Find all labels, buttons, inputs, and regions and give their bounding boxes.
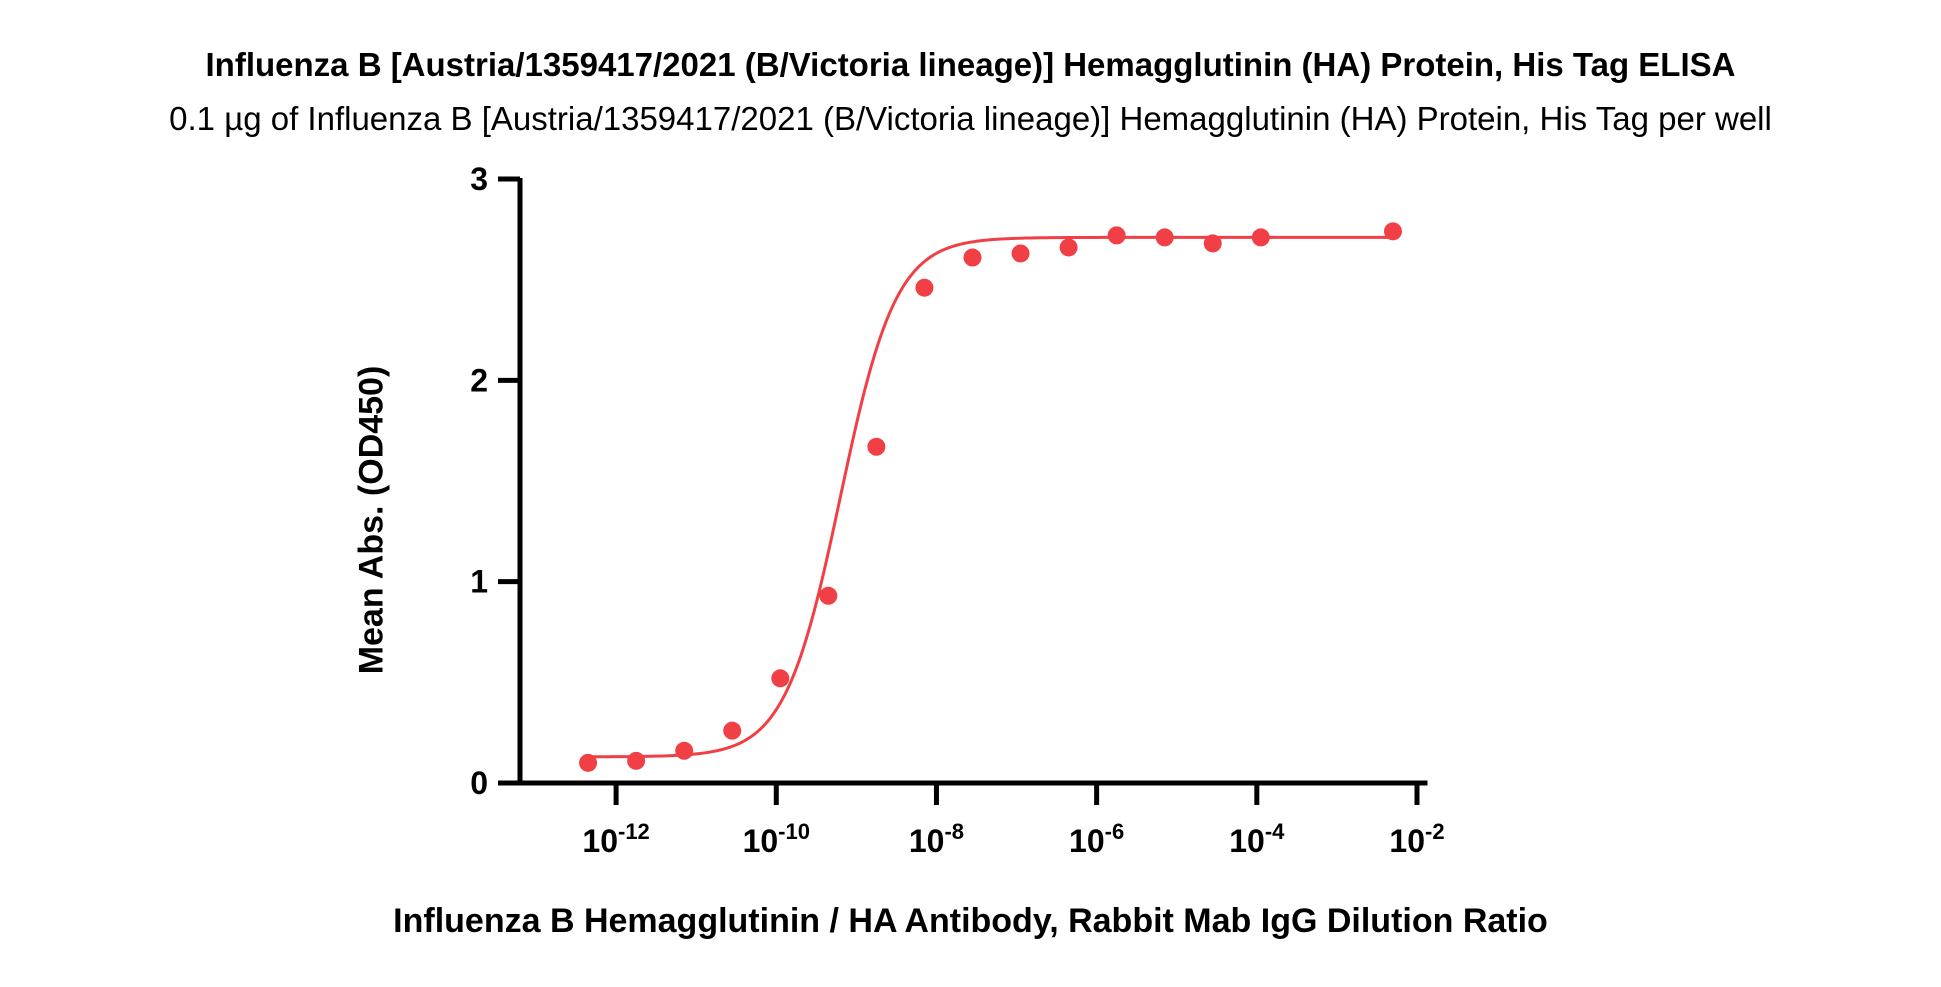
data-point (1059, 238, 1078, 257)
y-tick-label: 1 (470, 564, 488, 600)
data-point (1383, 222, 1402, 241)
data-point (1155, 228, 1174, 247)
data-point (723, 721, 742, 740)
y-tick-label: 3 (470, 161, 488, 197)
x-tick-label: 10-12 (582, 819, 649, 859)
fit-curve-layer (588, 235, 1393, 759)
fit-curve (588, 235, 1393, 759)
data-point (1203, 234, 1222, 253)
data-point (963, 248, 982, 267)
x-tick-label: 10-8 (909, 819, 964, 859)
data-point (579, 753, 598, 772)
data-point (1107, 226, 1126, 245)
x-tick-label: 10-10 (743, 819, 810, 859)
data-points-layer (579, 222, 1402, 772)
data-point (867, 437, 886, 456)
axes-layer: 0 1 2 3 10-12 10-10 10-8 10-6 10-4 10-2 (470, 161, 1444, 859)
y-tick-label: 0 (470, 765, 488, 801)
x-tick-label: 10-2 (1389, 819, 1444, 859)
data-point (627, 751, 646, 770)
x-axis-label: Influenza B Hemagglutinin / HA Antibody,… (393, 902, 1548, 940)
data-point (675, 741, 694, 760)
data-point (1011, 244, 1030, 263)
x-tick-label: 10-4 (1229, 819, 1285, 859)
data-point (771, 669, 790, 688)
chart-title: Influenza B [Austria/1359417/2021 (B/Vic… (205, 46, 1736, 83)
chart-subtitle: 0.1 µg of Influenza B [Austria/1359417/2… (169, 100, 1772, 137)
y-tick-label: 2 (470, 362, 488, 398)
data-point (915, 278, 934, 297)
x-tick-label: 10-6 (1069, 819, 1124, 859)
data-point (819, 586, 838, 605)
data-point (1251, 228, 1270, 247)
